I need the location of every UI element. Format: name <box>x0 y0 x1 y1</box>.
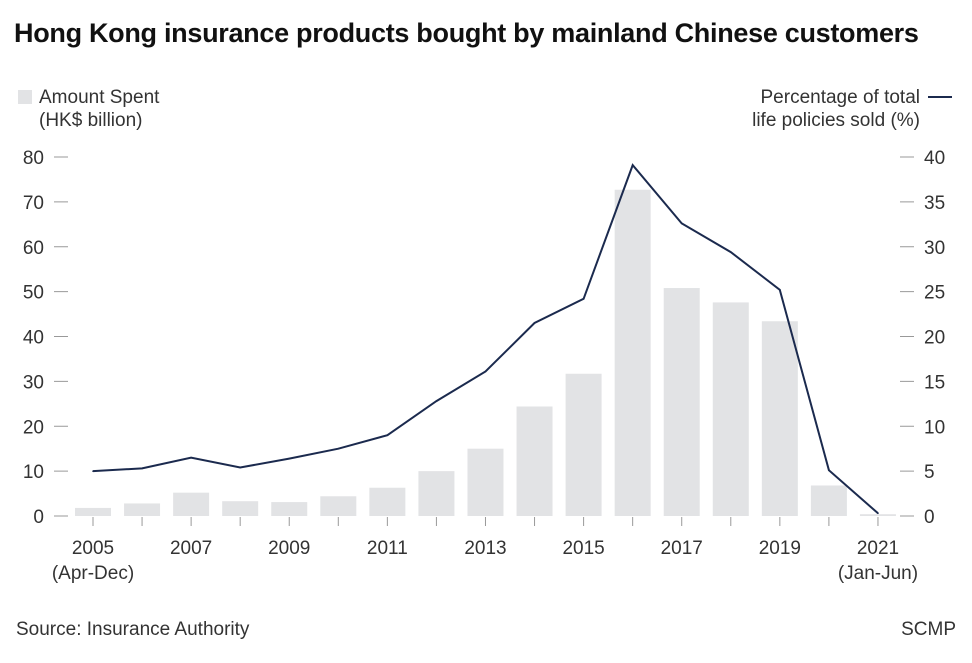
legend-line: Percentage of total life policies sold (… <box>752 86 952 132</box>
x-tick-label: 2013 <box>464 538 506 559</box>
line-point-2014 <box>533 322 536 324</box>
y-right-tick-label: 30 <box>924 238 945 259</box>
y-right-tick-label: 20 <box>924 328 945 349</box>
line-point-2013 <box>484 370 487 373</box>
legend-bars-label: Amount Spent <box>39 87 160 108</box>
x-tick-label: 2007 <box>170 538 212 559</box>
bar-2016 <box>614 189 651 517</box>
legend-bar-swatch <box>18 90 32 104</box>
y-left-tick-label: 10 <box>23 462 44 483</box>
x-tick-label: 2021 <box>857 538 899 559</box>
legend-line-label-2: life policies sold (%) <box>752 110 920 131</box>
line-point-2006 <box>141 467 143 470</box>
bar-2008 <box>222 501 259 516</box>
chart-title: Hong Kong insurance products bought by m… <box>14 18 919 48</box>
legend-line-label-1: Percentage of total <box>760 87 921 108</box>
bar-2013 <box>467 448 504 516</box>
line-point-2012 <box>435 400 438 402</box>
y-right-tick-label: 35 <box>924 193 945 214</box>
line-point-2005 <box>92 470 94 472</box>
bar-2009 <box>271 502 308 516</box>
x-tick-label: 2015 <box>562 538 604 559</box>
legend-line-swatch <box>928 96 952 98</box>
x-tick-label: 2017 <box>661 538 703 559</box>
bar-2011 <box>369 487 406 516</box>
bar-2014 <box>516 406 553 516</box>
bar-2007 <box>173 492 210 516</box>
y-right-tick-label: 15 <box>924 372 945 393</box>
bar-2019 <box>761 321 798 516</box>
y-left-tick-label: 60 <box>23 238 44 259</box>
y-left-tick-label: 50 <box>23 283 44 304</box>
x-tick-sublabel: (Apr-Dec) <box>52 563 134 584</box>
line-point-2017 <box>680 222 683 225</box>
y-right-tick-label: 5 <box>924 462 935 483</box>
y-left-tick-label: 30 <box>23 372 44 393</box>
bar-2015 <box>565 373 602 516</box>
x-tick-label: 2019 <box>759 538 801 559</box>
x-tick-sublabel: (Jan-Jun) <box>838 563 918 584</box>
line-point-2009 <box>288 457 291 460</box>
bar-2005 <box>75 507 111 516</box>
line-point-2021 <box>877 512 879 515</box>
x-tick-label: 2009 <box>268 538 310 559</box>
line-point-2016 <box>631 164 634 166</box>
bar-2017 <box>663 288 700 516</box>
bar-2020 <box>810 485 847 516</box>
legend-bars: Amount Spent (HK$ billion) <box>18 86 159 132</box>
line-point-2011 <box>386 434 389 437</box>
bar-2021 <box>859 514 896 516</box>
y-left-tick-label: 80 <box>23 148 44 169</box>
x-tick-label: 2005 <box>72 538 114 559</box>
y-left-tick-label: 0 <box>33 507 44 528</box>
y-right-tick-label: 40 <box>924 148 945 169</box>
y-right-tick-label: 0 <box>924 507 935 528</box>
line-point-2008 <box>239 466 241 469</box>
bar-2018 <box>712 302 749 516</box>
x-tick-label: 2011 <box>367 538 408 559</box>
bar-2012 <box>418 471 455 516</box>
y-left-tick-label: 40 <box>23 328 44 349</box>
line-point-2010 <box>337 447 340 450</box>
line-point-2015 <box>582 298 585 300</box>
legend-bars-unit: (HK$ billion) <box>39 110 143 131</box>
bar-2006 <box>124 503 161 516</box>
bar-2010 <box>320 496 357 516</box>
source-note: Source: Insurance Authority <box>16 619 250 640</box>
line-point-2007 <box>190 456 192 459</box>
y-left-tick-label: 20 <box>23 417 44 438</box>
brand-credit: SCMP <box>901 619 956 640</box>
y-right-tick-label: 25 <box>924 283 945 304</box>
line-point-2018 <box>729 251 732 253</box>
line-point-2020 <box>828 469 830 472</box>
line-point-2019 <box>779 289 781 291</box>
y-right-tick-label: 10 <box>924 417 945 438</box>
y-left-tick-label: 70 <box>23 193 44 214</box>
